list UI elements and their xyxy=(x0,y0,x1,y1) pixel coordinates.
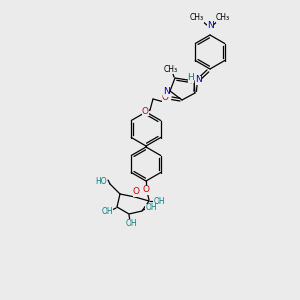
Text: N: N xyxy=(207,22,213,31)
Text: CH₃: CH₃ xyxy=(190,14,204,22)
Text: O: O xyxy=(161,94,169,103)
Text: CH₃: CH₃ xyxy=(164,64,178,74)
Text: OH: OH xyxy=(153,196,165,206)
Text: H: H xyxy=(188,74,194,82)
Text: CH₃: CH₃ xyxy=(216,14,230,22)
Text: OH: OH xyxy=(125,218,137,227)
Text: OH: OH xyxy=(145,203,157,212)
Text: OH: OH xyxy=(101,208,113,217)
Text: O: O xyxy=(142,106,148,116)
Text: HO: HO xyxy=(95,176,107,185)
Text: O: O xyxy=(142,185,149,194)
Text: N: N xyxy=(163,88,170,97)
Text: O: O xyxy=(133,188,140,196)
Text: N: N xyxy=(195,76,201,85)
